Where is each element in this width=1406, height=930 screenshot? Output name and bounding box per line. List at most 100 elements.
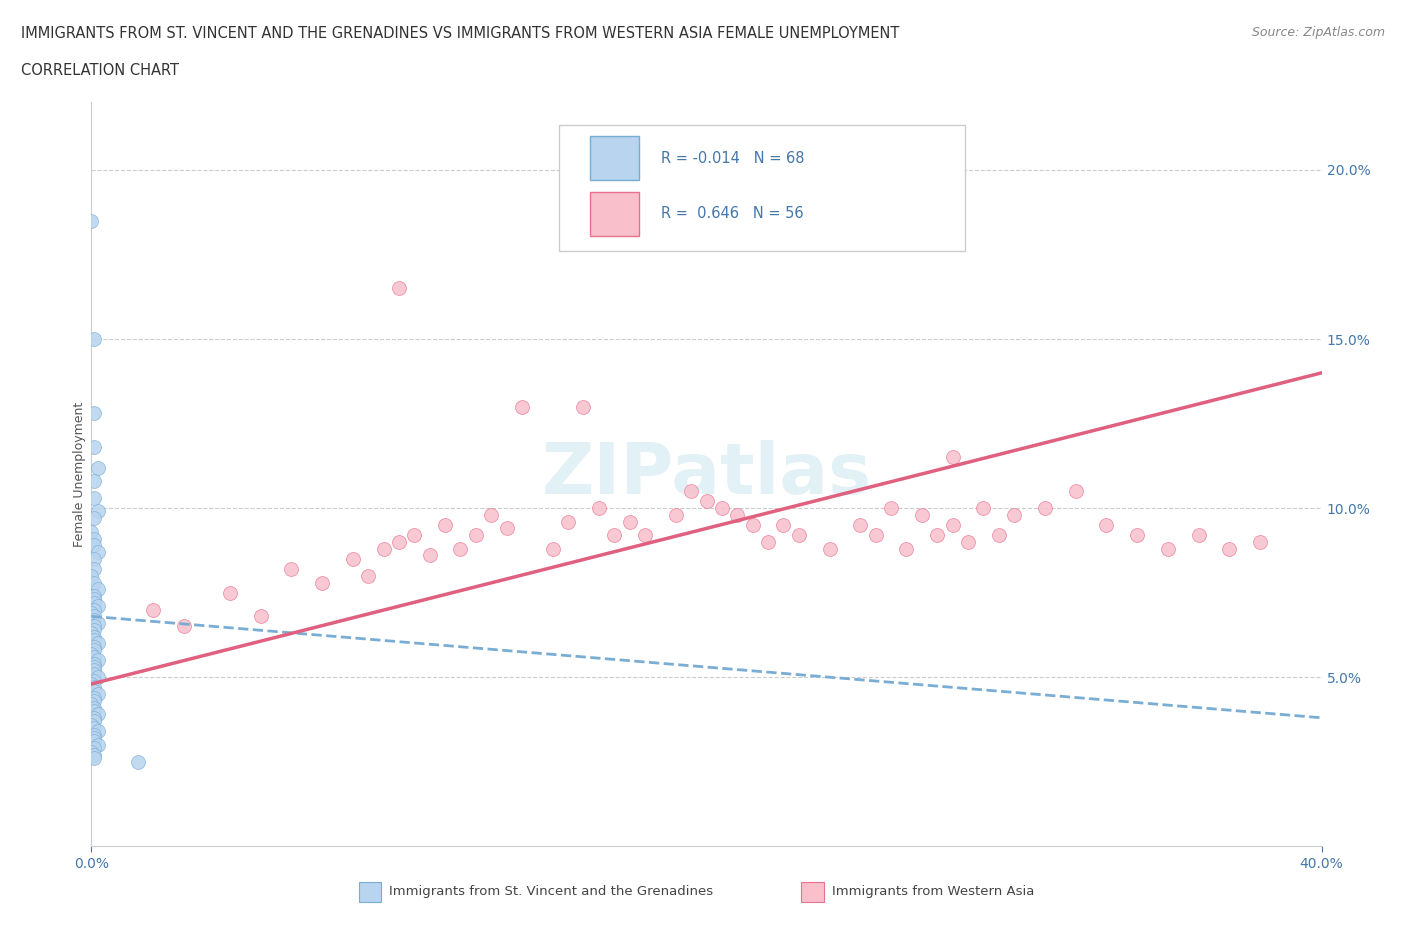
Point [83,713,105,728]
Point [956,535,979,550]
Point [818,541,841,556]
Point [83,440,105,455]
Point [634,527,657,542]
Point [972,500,994,515]
Point [249,609,271,624]
Point [942,450,965,465]
Point [83,741,105,756]
Point [83,751,105,765]
Point [83,595,105,610]
Point [86,707,108,722]
Point [218,585,240,600]
Point [1002,508,1025,523]
Point [619,514,641,529]
Point [357,568,380,583]
Point [772,518,794,533]
Point [80,568,103,583]
Bar [801,882,824,902]
Point [80,744,103,759]
Point [83,684,105,698]
Point [510,399,533,414]
Point [86,599,108,614]
Point [880,500,903,515]
Point [86,545,108,560]
Point [86,504,108,519]
Point [80,213,103,228]
Point [756,535,779,550]
Point [572,399,595,414]
Point [83,673,105,688]
Point [142,602,165,617]
Point [942,518,965,533]
Point [479,508,502,523]
Point [86,737,108,752]
Point [83,639,105,654]
Point [541,541,564,556]
Point [83,592,105,607]
Point [1157,541,1180,556]
Y-axis label: Female Unemployment: Female Unemployment [73,402,86,547]
Text: CORRELATION CHART: CORRELATION CHART [21,63,179,78]
Point [86,670,108,684]
Point [83,659,105,674]
Point [83,657,105,671]
Point [83,721,105,736]
Point [86,460,108,475]
Point [83,727,105,742]
Point [725,508,748,523]
FancyBboxPatch shape [589,192,638,236]
Text: ZIPatlas: ZIPatlas [541,440,872,509]
Point [911,508,934,523]
Point [83,649,105,664]
Point [83,711,105,725]
Point [464,527,486,542]
Point [741,518,763,533]
Point [86,653,108,668]
Point [849,518,872,533]
Point [83,700,105,715]
Point [127,754,149,769]
Point [83,332,105,347]
Point [86,686,108,701]
Point [83,609,105,624]
Point [311,575,333,590]
Point [83,630,105,644]
Point [927,527,949,542]
Point [83,511,105,525]
Point [80,646,103,661]
Point [80,626,103,641]
Point [80,717,103,732]
Text: Immigrants from St. Vincent and the Grenadines: Immigrants from St. Vincent and the Gren… [389,885,714,898]
Point [896,541,918,556]
Point [83,680,105,695]
Point [419,548,441,563]
Point [388,535,411,550]
Point [865,527,887,542]
Point [1095,518,1118,533]
Point [83,589,105,604]
Point [80,676,103,691]
Point [588,500,610,515]
Point [83,667,105,682]
Point [1033,500,1056,515]
Point [373,541,395,556]
Point [83,575,105,590]
Point [86,636,108,651]
Point [86,582,108,597]
Point [83,551,105,566]
FancyBboxPatch shape [558,125,965,251]
Point [173,619,195,634]
Point [710,500,733,515]
Text: R = -0.014   N = 68: R = -0.014 N = 68 [661,151,804,166]
Point [603,527,626,542]
Text: R =  0.646   N = 56: R = 0.646 N = 56 [661,206,804,221]
Point [83,643,105,658]
Point [434,518,457,533]
Point [83,619,105,634]
Point [83,473,105,488]
Point [83,704,105,719]
Point [1187,527,1209,542]
Point [1218,541,1240,556]
Point [86,724,108,738]
Point [83,632,105,647]
